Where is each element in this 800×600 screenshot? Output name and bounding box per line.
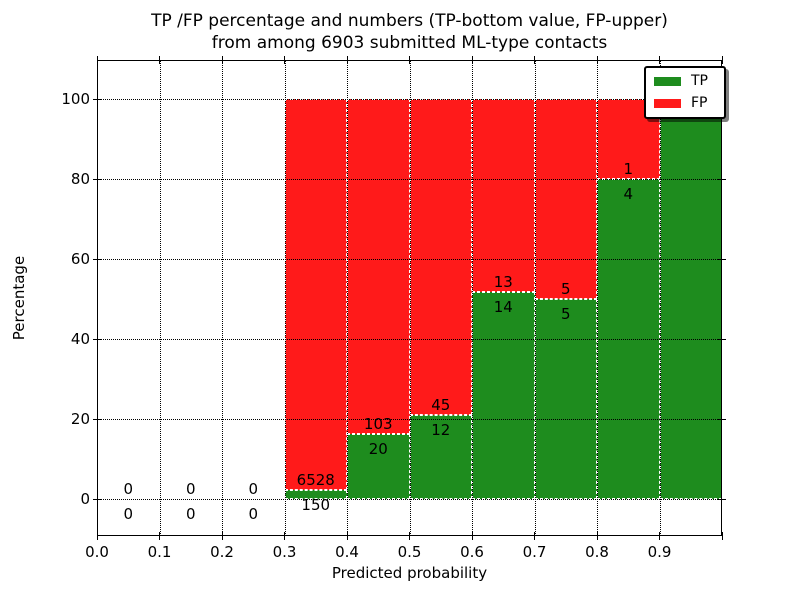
x-tick-top <box>284 56 285 64</box>
x-tick-label-0.6: 0.6 <box>460 543 484 561</box>
bar-value-label-tp-0.0-0.1: 0 <box>123 505 134 523</box>
x-tick-top <box>221 56 223 64</box>
bar-segment-fp-0.5-0.6 <box>409 99 472 415</box>
bar-segment-tp-0.9-1.0 <box>659 99 722 499</box>
y-tick-left <box>93 178 101 180</box>
gridline-x-0.6 <box>472 60 473 536</box>
y-tick-label-80: 80 <box>70 170 90 188</box>
bar-value-label-fp-0.0-0.1: 0 <box>123 480 134 498</box>
legend-swatch-FP <box>654 99 681 108</box>
x-tick-bottom <box>96 532 98 540</box>
bar-value-label-fp-0.6-0.7: 13 <box>493 272 513 291</box>
gridline-x-0.1 <box>159 60 161 536</box>
x-tick-bottom <box>284 532 285 540</box>
legend-row-TP: TP <box>654 74 716 89</box>
bar-segment-fp-0.7-0.8 <box>534 99 597 299</box>
y-tick-label-60: 60 <box>70 250 90 268</box>
y-tick-label-100: 100 <box>61 90 90 108</box>
gridline-x-0.9 <box>659 60 661 536</box>
x-tick-label-0.8: 0.8 <box>585 543 609 561</box>
legend: TP FP <box>644 66 726 119</box>
x-tick-bottom <box>409 532 410 540</box>
y-tick-left <box>93 498 101 500</box>
bar-value-label-fp-0.3-0.4: 6528 <box>296 471 335 489</box>
x-tick-label-0.4: 0.4 <box>335 543 359 561</box>
x-tick-top <box>471 56 473 64</box>
x-tick-top <box>346 56 348 64</box>
y-tick-label-20: 20 <box>70 410 90 428</box>
bar-value-label-fp-0.2-0.3: 0 <box>248 480 259 498</box>
x-tick-top <box>159 56 160 64</box>
x-tick-bottom <box>471 532 473 540</box>
x-tick-top <box>534 56 535 64</box>
y-tick-right <box>718 498 726 500</box>
gridline-x-0.2 <box>222 60 223 536</box>
y-tick-left <box>93 338 101 340</box>
x-tick-label-0.0: 0.0 <box>85 543 109 561</box>
x-tick-label-0.9: 0.9 <box>647 543 672 561</box>
bar-value-label-tp-0.4-0.5: 20 <box>368 439 388 458</box>
x-tick-label-0.5: 0.5 <box>397 543 422 561</box>
bar-value-label-tp-0.3-0.4: 150 <box>301 496 331 514</box>
chart-title-line1: TP /FP percentage and numbers (TP-bottom… <box>151 11 668 31</box>
x-tick-top <box>659 56 660 64</box>
gridline-x-0.7 <box>534 60 536 536</box>
x-tick-top <box>596 56 598 64</box>
legend-row-FP: FP <box>654 96 716 111</box>
bar-value-label-fp-0.7-0.8: 5 <box>560 280 571 298</box>
bar-value-label-fp-0.4-0.5: 103 <box>363 414 393 433</box>
bar-value-label-tp-0.8-0.9: 4 <box>623 185 634 203</box>
x-tick-bottom <box>721 532 723 540</box>
gridline-x-0.4 <box>347 60 348 536</box>
bar-value-label-tp-0.6-0.7: 14 <box>493 297 513 316</box>
bar-segment-fp-0.4-0.5 <box>347 99 410 434</box>
legend-label-FP: FP <box>691 95 708 111</box>
x-tick-bottom <box>346 532 348 540</box>
y-tick-left <box>93 258 101 260</box>
bar-segment-tp-0.5-0.6 <box>409 414 472 499</box>
x-axis-label: Predicted probability <box>331 564 488 582</box>
chart-title-line2: from among 6903 submitted ML-type contac… <box>211 33 608 53</box>
x-tick-bottom <box>534 532 535 540</box>
y-tick-left <box>93 418 101 420</box>
gridline-x-0.3 <box>284 60 286 536</box>
bar-segment-tp-0.6-0.7 <box>472 291 535 499</box>
bar-value-label-fp-0.8-0.9: 1 <box>623 160 634 178</box>
bar-value-label-fp-0.5-0.6: 45 <box>431 395 451 414</box>
y-tick-right <box>718 178 726 180</box>
x-tick-bottom <box>159 532 160 540</box>
x-tick-top <box>409 56 410 64</box>
bar-segment-tp-0.4-0.5 <box>347 433 410 499</box>
bar-value-label-fp-0.1-0.2: 0 <box>185 480 196 498</box>
gridline-x-0.5 <box>409 60 411 536</box>
chart-title: TP /FP percentage and numbers (TP-bottom… <box>97 10 722 54</box>
y-tick-right <box>718 338 726 340</box>
bar-segment-fp-0.6-0.7 <box>472 99 535 292</box>
gridline-x-0.8 <box>597 60 598 536</box>
x-tick-bottom <box>221 532 223 540</box>
bar-value-label-tp-0.1-0.2: 0 <box>185 505 196 523</box>
bar-value-label-tp-0.7-0.8: 5 <box>560 305 571 323</box>
bar-segment-tp-0.7-0.8 <box>534 299 597 499</box>
y-tick-label-0: 0 <box>80 490 90 508</box>
bar-value-label-tp-0.5-0.6: 12 <box>431 420 451 439</box>
bar-value-label-tp-0.2-0.3: 0 <box>248 505 259 523</box>
x-tick-top <box>96 56 98 64</box>
x-tick-label-0.3: 0.3 <box>272 543 297 561</box>
x-tick-label-0.7: 0.7 <box>522 543 547 561</box>
legend-swatch-TP <box>654 77 681 86</box>
x-tick-label-0.2: 0.2 <box>210 543 234 561</box>
y-tick-right <box>718 418 726 420</box>
y-tick-label-40: 40 <box>70 330 90 348</box>
bar-segment-fp-0.3-0.4 <box>284 99 347 490</box>
y-tick-right <box>718 258 726 260</box>
x-tick-bottom <box>659 532 660 540</box>
y-tick-left <box>93 98 101 100</box>
x-tick-bottom <box>596 532 598 540</box>
legend-label-TP: TP <box>691 73 708 89</box>
x-tick-label-0.1: 0.1 <box>147 543 172 561</box>
x-tick-top <box>721 56 723 64</box>
